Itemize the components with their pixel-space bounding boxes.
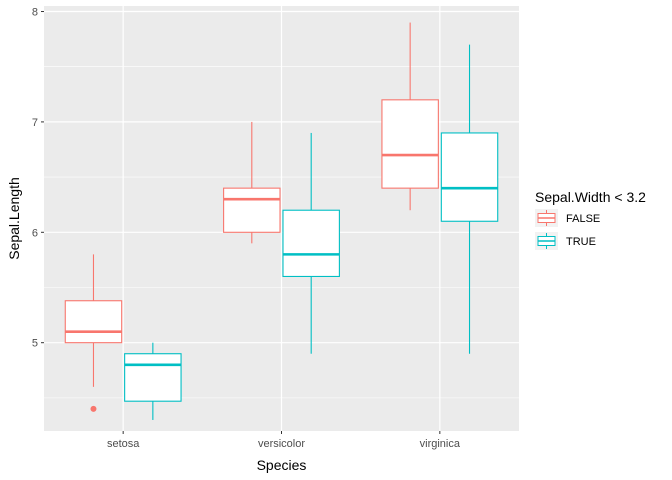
box-layer [64, 22, 499, 420]
x-tick-label: setosa [107, 438, 140, 450]
box-false-virginica [381, 22, 439, 211]
y-tick-label: 8 [32, 7, 38, 19]
y-axis-title: Sepal.Length [6, 177, 22, 260]
legend-label: FALSE [566, 213, 600, 225]
x-axis: setosa versicolor virginica [107, 431, 461, 450]
box-true-setosa [124, 342, 182, 420]
x-tick-label: virginica [420, 438, 461, 450]
box-body [64, 300, 123, 344]
box-body [223, 187, 281, 233]
legend: Sepal.Width < 3.2 FALSE TRUE [535, 189, 646, 250]
grid-lines [44, 6, 519, 431]
box-true-virginica [440, 44, 499, 354]
y-tick-label: 7 [32, 117, 38, 129]
y-tick-label: 6 [32, 227, 38, 239]
legend-title: Sepal.Width < 3.2 [535, 189, 646, 205]
legend-entries: FALSE TRUE [535, 209, 600, 250]
box-body [381, 99, 439, 189]
box-false-setosa [64, 254, 123, 412]
outlier-point [90, 405, 97, 412]
box-body [282, 209, 340, 278]
legend-key-true: TRUE [535, 232, 596, 250]
legend-key-false: FALSE [535, 209, 600, 227]
box-body [124, 353, 182, 402]
box-body [440, 132, 499, 222]
box-true-versicolor [282, 132, 340, 354]
x-tick-label: versicolor [258, 438, 305, 450]
y-axis: 5 6 7 8 [32, 7, 44, 350]
legend-label: TRUE [566, 236, 596, 248]
y-tick-label: 5 [32, 338, 38, 350]
box-false-versicolor [223, 121, 281, 244]
x-axis-title: Species [257, 457, 307, 473]
